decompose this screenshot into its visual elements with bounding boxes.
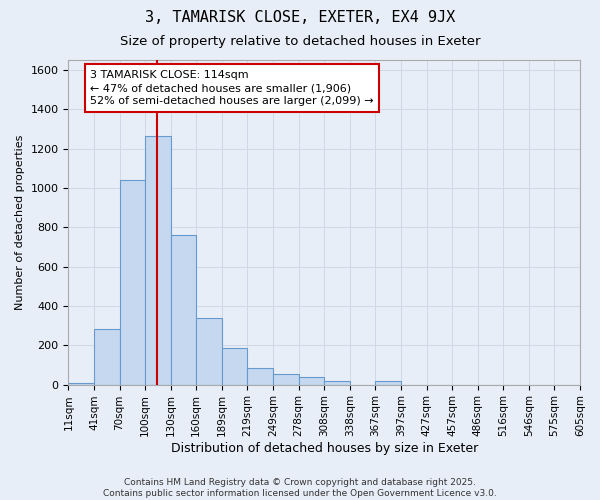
- Bar: [222, 348, 247, 385]
- Bar: [196, 318, 222, 384]
- X-axis label: Distribution of detached houses by size in Exeter: Distribution of detached houses by size …: [170, 442, 478, 455]
- Bar: [119, 180, 145, 384]
- Bar: [171, 235, 196, 384]
- Bar: [324, 380, 350, 384]
- Text: 3 TAMARISK CLOSE: 114sqm
← 47% of detached houses are smaller (1,906)
52% of sem: 3 TAMARISK CLOSE: 114sqm ← 47% of detach…: [90, 70, 374, 106]
- Text: Size of property relative to detached houses in Exeter: Size of property relative to detached ho…: [120, 35, 480, 48]
- Bar: [376, 380, 401, 384]
- Text: Contains HM Land Registry data © Crown copyright and database right 2025.
Contai: Contains HM Land Registry data © Crown c…: [103, 478, 497, 498]
- Text: 3, TAMARISK CLOSE, EXETER, EX4 9JX: 3, TAMARISK CLOSE, EXETER, EX4 9JX: [145, 10, 455, 25]
- Bar: [273, 374, 299, 384]
- Bar: [247, 368, 273, 384]
- Y-axis label: Number of detached properties: Number of detached properties: [15, 134, 25, 310]
- Bar: [68, 382, 94, 384]
- Bar: [94, 328, 119, 384]
- Bar: [299, 376, 324, 384]
- Bar: [145, 136, 171, 384]
